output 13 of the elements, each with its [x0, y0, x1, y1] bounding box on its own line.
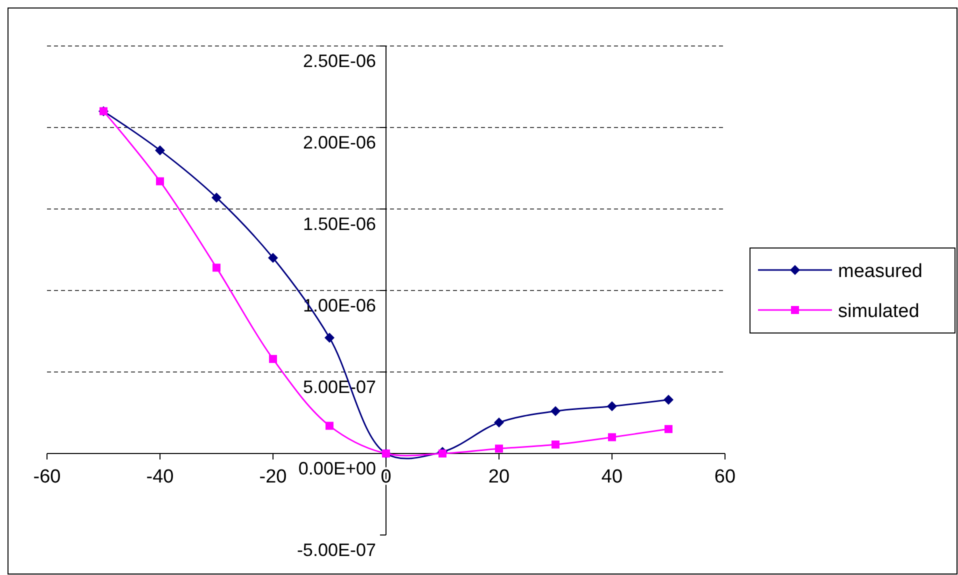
x-tick-label: 20 [488, 466, 510, 488]
y-tick-label: 2.50E-06 [302, 51, 376, 71]
legend-label: measured [838, 261, 922, 282]
x-tick-label: -60 [33, 466, 61, 488]
legend-label: simulated [838, 301, 920, 322]
x-tick-label: -40 [146, 466, 174, 488]
y-tick-label: -5.00E-07 [296, 540, 376, 560]
x-tick-label: 40 [601, 466, 623, 488]
x-tick-label: -20 [259, 466, 287, 488]
y-tick-label: 1.50E-06 [302, 214, 376, 234]
y-tick-label: 0.00E+00 [298, 458, 376, 478]
x-tick-label: 60 [714, 466, 736, 488]
y-tick-label: 2.00E-06 [302, 132, 376, 152]
